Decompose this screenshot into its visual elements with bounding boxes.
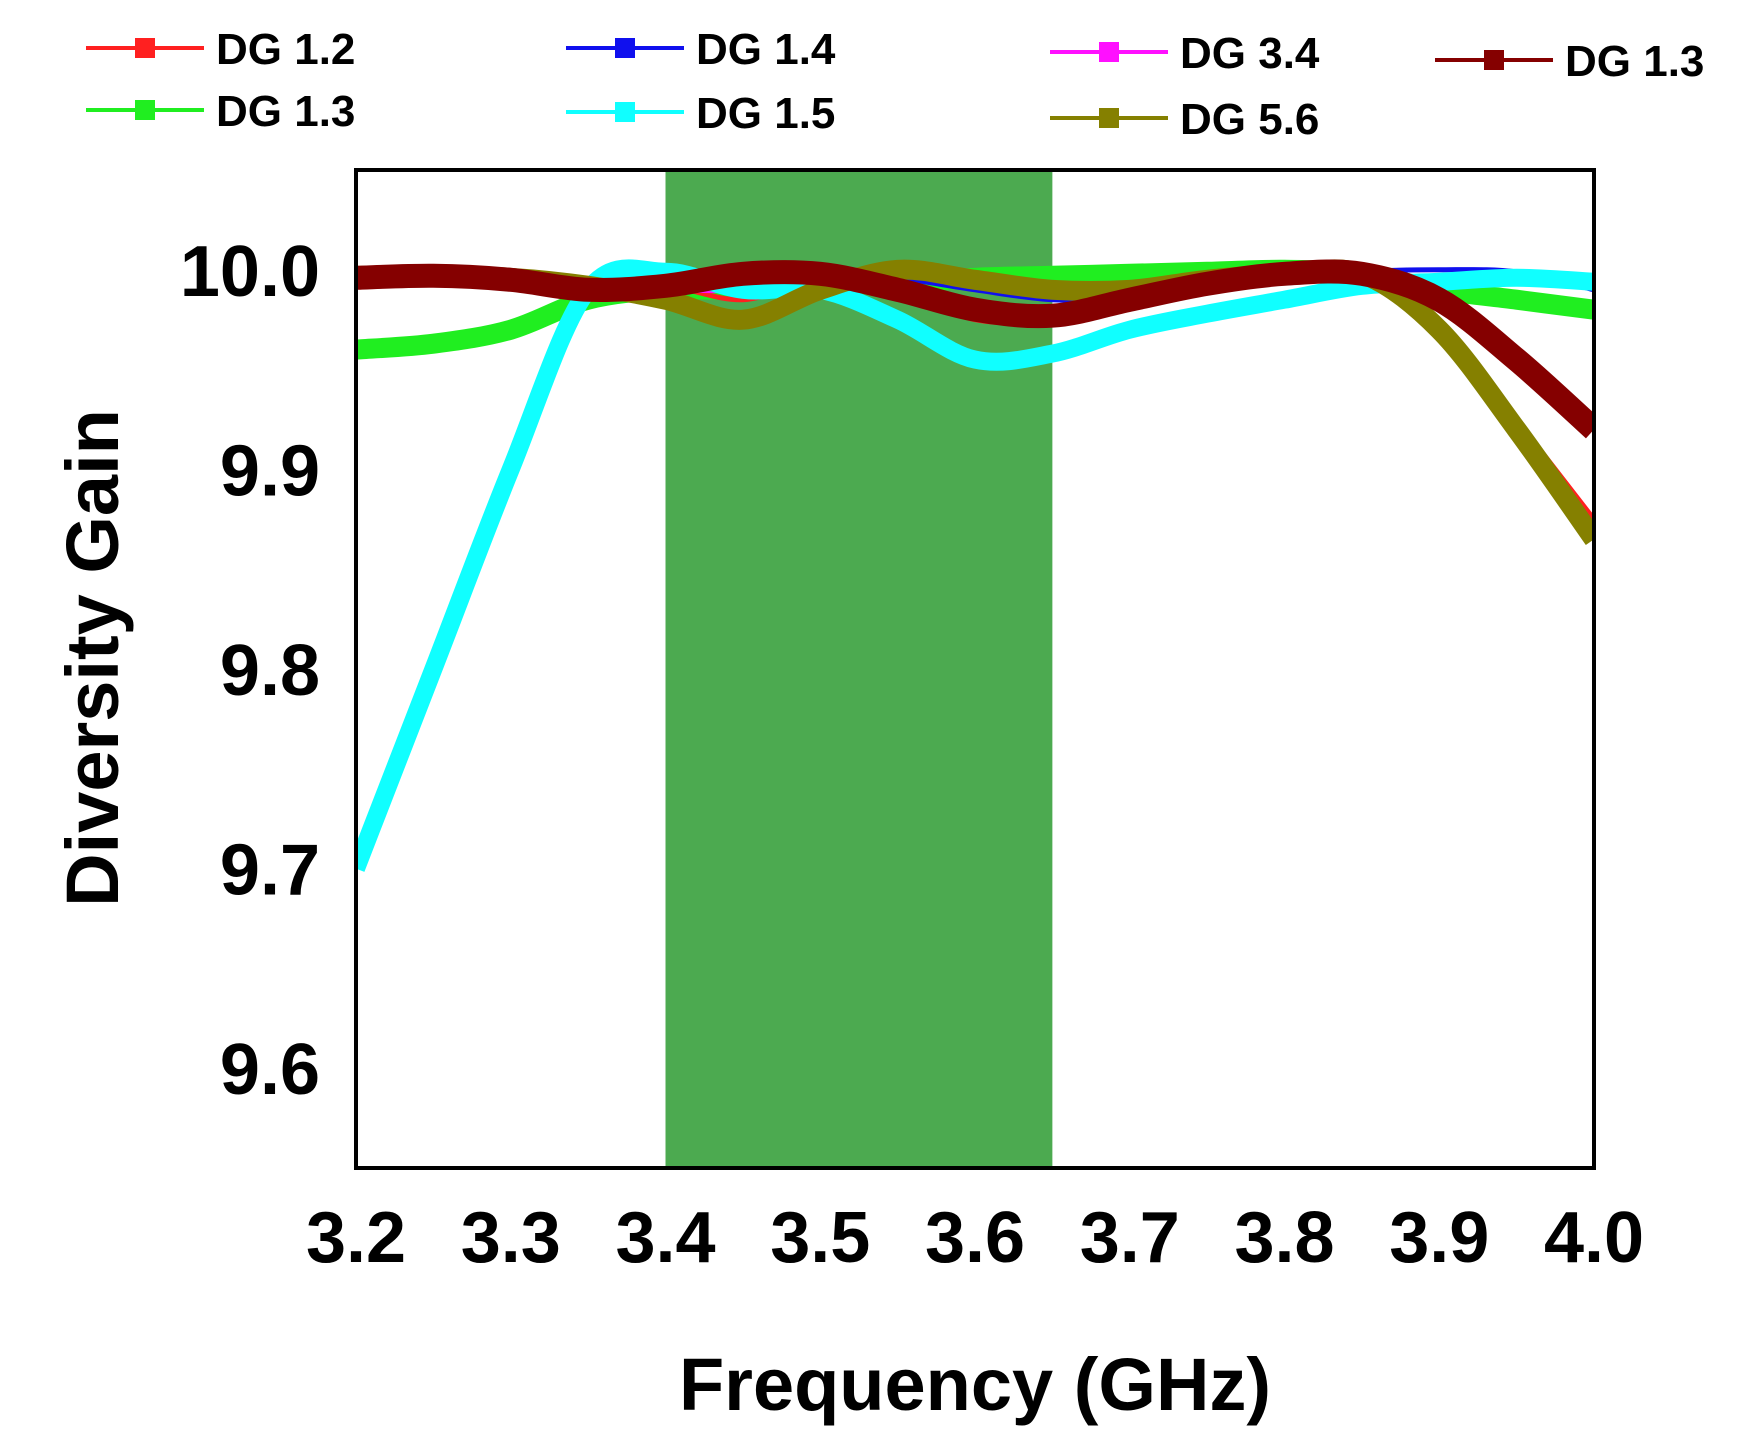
legend-marker xyxy=(135,38,155,58)
x-tick-label: 3.4 xyxy=(615,1198,715,1278)
legend-item: DG 1.3 xyxy=(1435,37,1704,86)
highlight-band-layer xyxy=(665,170,1053,1168)
y-tick-label: 9.8 xyxy=(220,631,320,711)
x-axis-title: Frequency (GHz) xyxy=(679,1343,1271,1426)
y-tick-labels: 9.6 9.7 9.8 9.9 10.0 xyxy=(180,232,320,1110)
x-tick-label: 3.9 xyxy=(1389,1198,1489,1278)
legend-label: DG 3.4 xyxy=(1180,29,1320,78)
x-tick-label: 3.7 xyxy=(1080,1198,1180,1278)
legend-item: DG 1.5 xyxy=(566,89,835,138)
y-tick-label: 9.7 xyxy=(220,831,320,911)
legend-label: DG 1.4 xyxy=(696,25,836,74)
legend-label: DG 5.6 xyxy=(1180,95,1319,144)
x-tick-label: 3.3 xyxy=(461,1198,561,1278)
legend-item: DG 3.4 xyxy=(1050,29,1320,78)
x-tick-label: 3.8 xyxy=(1234,1198,1334,1278)
x-tick-label: 3.6 xyxy=(925,1198,1025,1278)
x-tick-label: 3.5 xyxy=(770,1198,870,1278)
legend-item: DG 1.2 xyxy=(86,25,355,74)
y-axis-title: Diversity Gain xyxy=(51,409,134,907)
legend-item: DG 5.6 xyxy=(1050,95,1319,144)
legend-marker xyxy=(1484,50,1504,70)
legend-marker xyxy=(1099,108,1119,128)
x-tick-label: 4.0 xyxy=(1544,1198,1644,1278)
legend: DG 1.2 DG 1.4 DG 3.4 DG 1.3 DG 1.3 DG 1.5 DG 5… xyxy=(86,25,1704,144)
legend-marker xyxy=(135,100,155,120)
legend-label: DG 1.3 xyxy=(1565,37,1704,86)
legend-item: DG 1.4 xyxy=(566,25,836,74)
x-tick-label: 3.2 xyxy=(306,1198,406,1278)
y-tick-label: 9.9 xyxy=(220,431,320,511)
legend-label: DG 1.2 xyxy=(216,25,355,74)
plot-frame xyxy=(354,168,1596,1170)
series-layer xyxy=(354,259,1595,872)
legend-item: DG 1.3 xyxy=(86,87,355,136)
legend-marker xyxy=(615,102,635,122)
x-tick-labels: 3.2 3.3 3.4 3.5 3.6 3.7 3.8 3.9 4.0 xyxy=(306,1198,1644,1278)
y-tick-label: 9.6 xyxy=(220,1030,320,1110)
legend-marker xyxy=(615,38,635,58)
y-tick-label: 10.0 xyxy=(180,232,320,312)
legend-label: DG 1.5 xyxy=(696,89,835,138)
highlight-band xyxy=(665,170,1053,1168)
series-line-4 xyxy=(355,259,1595,439)
legend-label: DG 1.3 xyxy=(216,87,355,136)
legend-marker xyxy=(1099,42,1119,62)
